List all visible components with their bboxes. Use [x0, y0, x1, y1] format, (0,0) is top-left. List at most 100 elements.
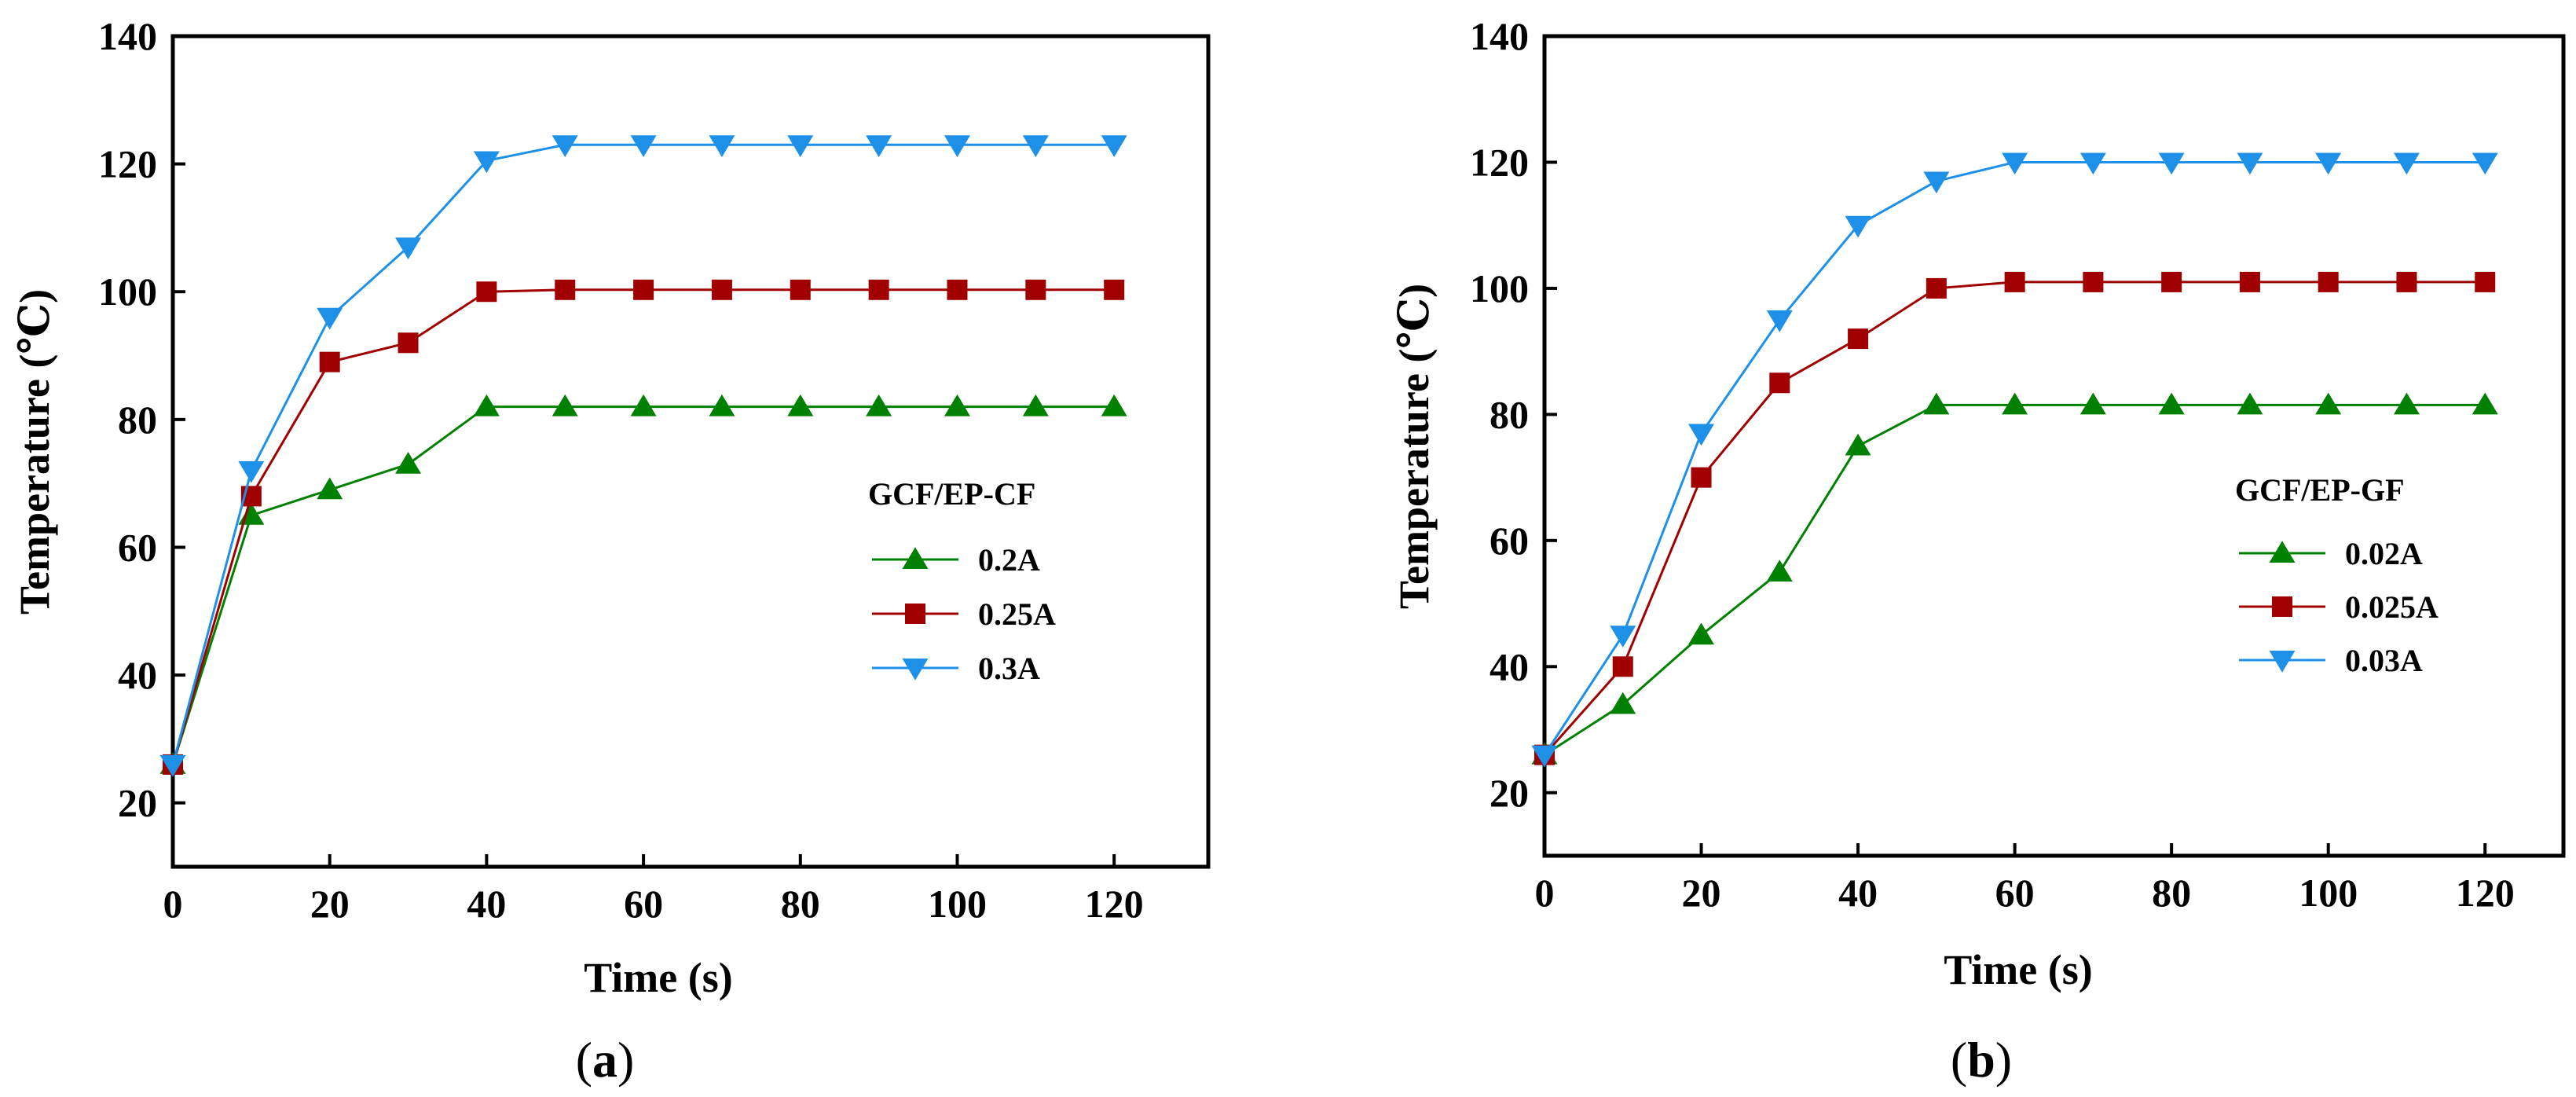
y-tick-label: 40 — [1490, 644, 1529, 688]
data-point — [2158, 152, 2185, 175]
x-tick-label: 120 — [2456, 871, 2515, 915]
data-point — [2475, 271, 2496, 292]
data-point — [787, 135, 814, 157]
data-point — [1104, 279, 1125, 300]
data-point — [551, 135, 578, 157]
data-point — [319, 351, 340, 372]
panel-caption: (a) — [576, 1032, 635, 1088]
legend-label: 0.03A — [2345, 643, 2423, 678]
data-point — [1845, 433, 1871, 456]
x-tick-label: 60 — [624, 882, 663, 926]
data-point — [2002, 152, 2028, 175]
data-point — [398, 332, 419, 354]
data-point — [866, 394, 892, 416]
y-tick-label: 140 — [1470, 14, 1529, 58]
panel-letter: a — [592, 1032, 617, 1088]
legend: GCF/EP-GF 0.02A 0.025A 0.03A — [2235, 472, 2439, 678]
series-line — [1543, 160, 2486, 756]
data-point — [709, 394, 735, 416]
data-point — [2315, 392, 2342, 415]
data-point — [2318, 271, 2339, 292]
chart-panel-a: 0 20 40 60 80 100 120 20 40 60 80 100 120 140 Time (s… — [11, 14, 1211, 1088]
legend-title: GCF/EP-GF — [2235, 472, 2405, 508]
data-point — [238, 460, 265, 483]
data-point — [866, 135, 892, 157]
data-point — [1766, 560, 1793, 582]
data-point — [473, 151, 500, 174]
data-point — [944, 394, 970, 416]
legend: GCF/EP-CF 0.2A 0.25A 0.3A — [868, 476, 1056, 686]
data-point — [2237, 392, 2263, 415]
legend-entry: 0.25A — [872, 596, 1056, 632]
y-tick-label: 60 — [1490, 519, 1529, 563]
legend-entry: 0.03A — [2239, 643, 2423, 678]
data-point — [2472, 152, 2498, 175]
ticks-layer: 0 20 40 60 80 100 120 20 40 60 80 100 120 140 — [98, 14, 1144, 926]
data-point — [1610, 626, 1636, 648]
data-point — [1766, 310, 1793, 332]
data-point — [2472, 392, 2498, 415]
data-point — [1101, 135, 1127, 157]
legend-marker — [902, 547, 929, 569]
data-point — [2315, 152, 2342, 175]
data-point — [2004, 271, 2025, 292]
series-line — [1544, 403, 2486, 756]
data-point — [395, 452, 422, 474]
legend-marker — [2269, 651, 2296, 673]
y-tick-label: 100 — [1470, 266, 1529, 310]
data-point — [2083, 271, 2104, 292]
data-point — [2079, 152, 2106, 175]
data-point — [551, 394, 578, 416]
legend-label: 0.025A — [2345, 589, 2439, 625]
data-point — [317, 307, 343, 330]
y-tick-label: 60 — [118, 525, 157, 569]
data-point — [2158, 392, 2185, 415]
legend-label: 0.02A — [2345, 536, 2423, 571]
legend-marker — [2272, 596, 2292, 617]
data-point — [1845, 215, 1871, 238]
y-tick-label: 80 — [118, 398, 157, 442]
data-point — [709, 135, 735, 157]
legend-entry: 0.2A — [872, 542, 1040, 578]
data-point — [944, 135, 970, 157]
y-tick-label: 80 — [1490, 392, 1529, 436]
x-tick-label: 40 — [467, 882, 506, 926]
legend-marker — [902, 659, 929, 681]
panel-caption: (b) — [1951, 1032, 2012, 1088]
y-tick-label: 20 — [1490, 771, 1529, 815]
data-point — [476, 281, 497, 303]
x-tick-label: 100 — [928, 882, 987, 926]
data-point — [473, 394, 500, 416]
legend-label: 0.2A — [978, 542, 1040, 578]
legend-marker — [2269, 541, 2296, 563]
legend-title: GCF/EP-CF — [868, 476, 1035, 512]
data-point — [630, 394, 657, 416]
series-line — [171, 143, 1115, 765]
y-axis-title: Temperature (℃) — [11, 289, 58, 615]
series-line — [1543, 281, 2486, 756]
series-line — [171, 405, 1115, 765]
legend-entry: 0.02A — [2239, 536, 2423, 571]
legend-entries: 0.02A 0.025A 0.03A — [2239, 536, 2439, 678]
series-0.2A — [159, 394, 1127, 774]
x-tick-label: 80 — [2152, 871, 2191, 915]
legend-marker — [905, 604, 925, 624]
x-axis-title: Time (s) — [1944, 946, 2092, 993]
series-line — [171, 288, 1115, 765]
data-point — [868, 279, 889, 300]
series-0.025A — [1534, 271, 2496, 765]
data-point — [1531, 745, 1558, 768]
x-tick-label: 0 — [1535, 871, 1555, 915]
data-point — [787, 394, 814, 416]
data-point — [317, 477, 343, 500]
y-tick-label: 100 — [98, 270, 157, 314]
x-tick-label: 60 — [1995, 871, 2035, 915]
data-point — [1612, 656, 1633, 677]
data-point — [159, 754, 186, 777]
x-axis-title: Time (s) — [584, 954, 732, 1001]
series-layer — [159, 135, 1127, 777]
data-point — [2393, 392, 2420, 415]
data-point — [1022, 394, 1049, 416]
y-tick-label: 120 — [1470, 140, 1529, 184]
data-point — [2002, 392, 2028, 415]
